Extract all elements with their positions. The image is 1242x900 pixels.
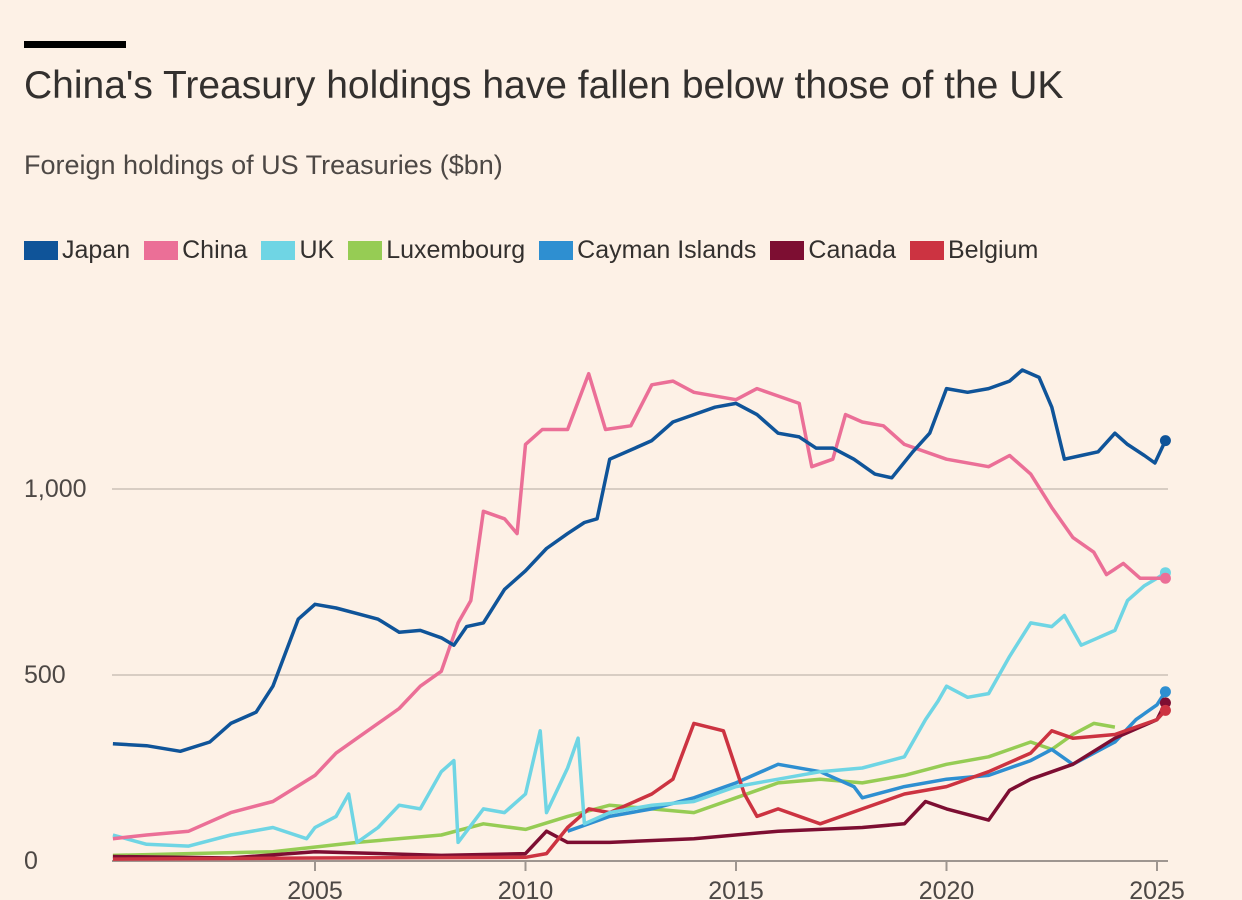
legend-label: Luxembourg	[386, 236, 526, 264]
legend-item: Luxembourg	[348, 236, 525, 265]
legend-item: Japan	[24, 236, 130, 265]
legend-swatch	[24, 241, 58, 260]
x-tick-label: 2025	[1129, 877, 1185, 900]
series-line-luxembourg	[112, 721, 1116, 858]
chart-title: China's Treasury holdings have fallen be…	[24, 64, 1064, 107]
brand-bar	[24, 41, 126, 48]
series-line-uk	[112, 571, 1167, 848]
y-tick-label: 0	[24, 847, 38, 875]
legend-swatch	[770, 241, 805, 260]
y-tick-label: 500	[24, 661, 66, 689]
series-end-dot	[1159, 704, 1171, 716]
x-tick-label: 2010	[498, 877, 554, 900]
legend-item: China	[144, 236, 247, 265]
legend-item: Canada	[770, 236, 896, 265]
legend-item: UK	[261, 236, 334, 265]
x-tick-label: 2005	[287, 877, 343, 900]
legend-swatch	[348, 241, 383, 260]
x-tick-label: 2015	[708, 877, 764, 900]
series-end-dot	[1159, 572, 1171, 584]
legend-item: Cayman Islands	[539, 236, 756, 265]
series-line-canada	[112, 702, 1167, 860]
series-line-japan	[112, 368, 1167, 754]
legend-swatch	[910, 241, 944, 260]
series-line-cayman-islands	[567, 690, 1167, 833]
series-line-china	[112, 371, 1166, 841]
legend-label: Cayman Islands	[577, 236, 757, 264]
legend-swatch	[539, 241, 574, 260]
series-end-dot	[1159, 686, 1171, 698]
legend-label: China	[182, 236, 248, 264]
legend-swatch	[261, 241, 296, 260]
chart-subtitle: Foreign holdings of US Treasuries ($bn)	[24, 150, 503, 180]
legend-label: Japan	[62, 236, 131, 264]
legend-label: UK	[299, 236, 335, 264]
series-end-dot	[1159, 435, 1171, 447]
series-line-belgium	[112, 709, 1167, 861]
legend-item: Belgium	[910, 236, 1038, 265]
legend-label: Canada	[808, 236, 896, 264]
legend-label: Belgium	[948, 236, 1039, 264]
legend: Japan China UK Luxembourg Cayman Islands Cana…	[24, 236, 1038, 265]
legend-swatch	[144, 241, 179, 260]
y-tick-label: 1,000	[24, 475, 87, 503]
x-tick-label: 2020	[919, 877, 975, 900]
